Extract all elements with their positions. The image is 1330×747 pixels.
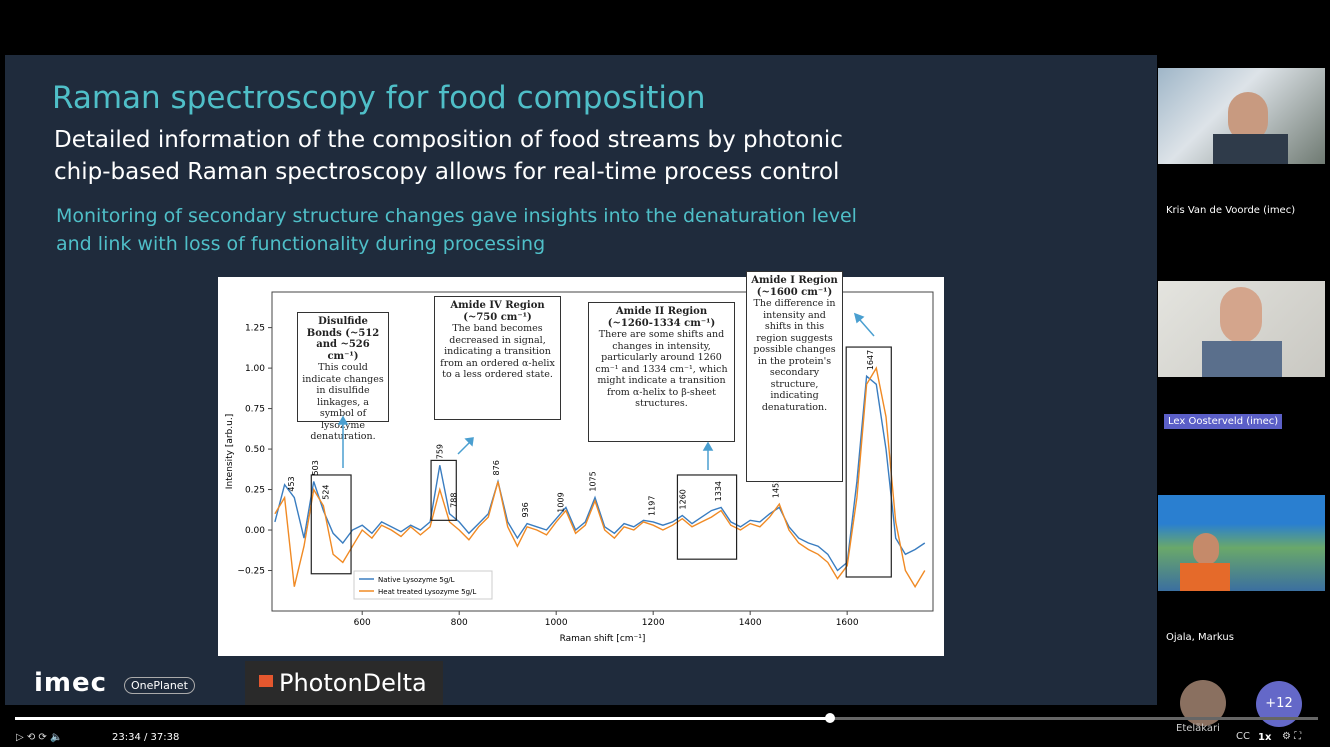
legend-label: Native Lysozyme 5g/L [378, 576, 455, 584]
more-participants[interactable]: +12 [1256, 681, 1302, 727]
annotation-title: Amide II Region (~1260-1334 cm⁻¹) [592, 306, 731, 329]
y-tick-label: 1.25 [245, 324, 265, 334]
slide-title: Raman spectroscopy for food composition [52, 80, 706, 116]
captions[interactable]: CC [1236, 731, 1250, 742]
y-tick-label: −0.25 [237, 567, 265, 577]
person [1220, 287, 1262, 343]
logo-mark [259, 675, 273, 687]
legend: Native Lysozyme 5g/L Heat treated Lysozym… [354, 571, 492, 599]
y-tick-label: 0.75 [245, 405, 265, 415]
annotation: Amide IV Region (~750 cm⁻¹)The band beco… [434, 296, 561, 420]
peak-label: 1334 [714, 481, 723, 501]
progress-handle[interactable] [825, 713, 835, 723]
annotation-text: The difference in intensity and shifts i… [753, 298, 835, 413]
logo: OnePlanet [124, 677, 195, 694]
participant-name: Eteläkari [1176, 723, 1220, 734]
x-tick-label: 600 [354, 618, 371, 628]
peak-label: 1647 [866, 350, 875, 370]
peak-label: 1197 [648, 496, 657, 516]
x-tick-label: 1600 [836, 618, 859, 628]
person-body [1202, 341, 1282, 377]
y-tick-label: 0.00 [245, 526, 265, 536]
speed[interactable]: 1x [1258, 732, 1271, 743]
peak-label: 759 [435, 444, 444, 459]
y-tick-label: 1.00 [245, 364, 265, 374]
person-body [1180, 563, 1230, 591]
annotation: Amide II Region (~1260-1334 cm⁻¹)There a… [588, 302, 735, 442]
peak-label: 788 [449, 493, 458, 508]
peak-label: 1260 [678, 489, 687, 509]
annotation-title: Amide IV Region (~750 cm⁻¹) [438, 300, 557, 323]
settings[interactable]: ⚙ ⛶ [1282, 731, 1301, 742]
annotation-text: There are some shifts and changes in int… [595, 329, 727, 409]
participant-name: Ojala, Markus [1166, 632, 1234, 643]
peak-label: 503 [311, 460, 320, 475]
annotation-text: This could indicate changes in disulfide… [302, 362, 384, 442]
peak-label: 876 [492, 460, 501, 475]
person [1193, 533, 1219, 565]
participant-name: Lex Oosterveld (imec) [1164, 414, 1282, 429]
x-tick-label: 1400 [739, 618, 762, 628]
peak-label: 453 [287, 476, 296, 491]
screen: Raman spectroscopy for food composition … [0, 0, 1330, 747]
legend-label: Heat treated Lysozyme 5g/L [378, 588, 476, 596]
x-axis-label: Raman shift [cm⁻¹] [560, 634, 646, 644]
slide-subtitle: Detailed information of the composition … [54, 124, 884, 188]
annotation: Disulfide Bonds (~512 and ~526 cm⁻¹)This… [297, 312, 389, 422]
y-axis-label: Intensity [arb.u.] [225, 414, 235, 489]
logo: PhotonDelta [279, 669, 427, 697]
annotation-title: Disulfide Bonds (~512 and ~526 cm⁻¹) [301, 316, 385, 362]
peak-label: 936 [521, 502, 530, 517]
annotation-text: The band becomes decreased in signal, in… [440, 323, 555, 380]
annotation-title: Amide I Region (~1600 cm⁻¹) [750, 275, 839, 298]
x-tick-label: 800 [451, 618, 468, 628]
x-tick-label: 1000 [545, 618, 568, 628]
logo: imec [34, 668, 107, 698]
participant-name: Kris Van de Voorde (imec) [1166, 205, 1295, 216]
controls[interactable]: ▷ ⟲ ⟳ 🔈 [16, 732, 62, 743]
logo-bg: PhotonDelta [245, 661, 443, 705]
y-tick-label: 0.50 [245, 445, 265, 455]
progress-played [15, 717, 830, 720]
peak-label: 1075 [589, 471, 598, 491]
person-body [1213, 134, 1288, 164]
peak-label: 524 [321, 484, 330, 499]
x-tick-label: 1200 [642, 618, 665, 628]
y-tick-label: 0.25 [245, 486, 265, 496]
video-tile [1158, 68, 1325, 164]
video-tile [1158, 281, 1325, 377]
video-tile [1158, 495, 1325, 591]
peak-label: 1009 [557, 492, 566, 512]
annotation: Amide I Region (~1600 cm⁻¹)The differenc… [746, 271, 843, 482]
slide-highlight: Monitoring of secondary structure change… [56, 202, 896, 258]
time: 23:34 / 37:38 [112, 732, 179, 743]
